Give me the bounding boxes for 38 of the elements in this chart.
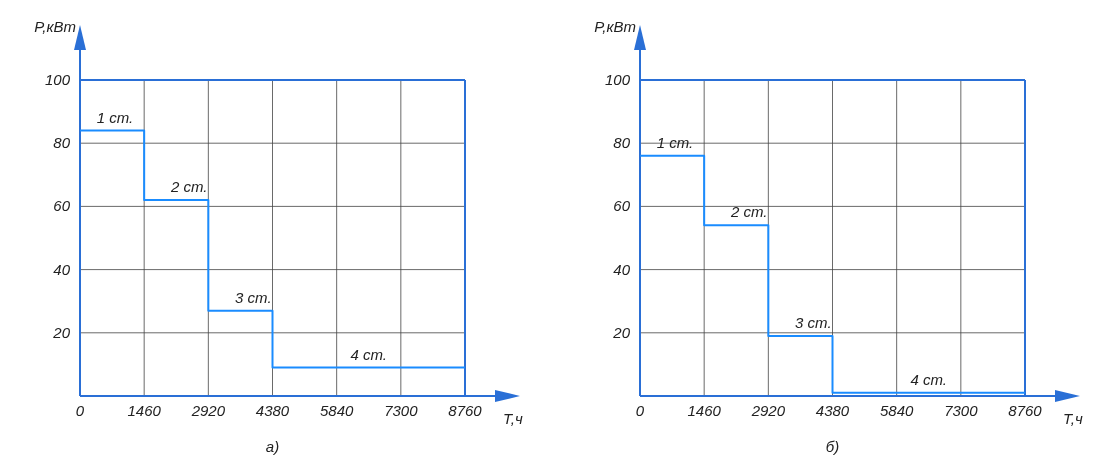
x-tick-label: 0 (75, 402, 85, 419)
y-tick-label: 80 (613, 134, 631, 152)
y-tick-label: 20 (52, 323, 71, 341)
annotation: 3 ст. (795, 313, 832, 331)
annotation: 2 ст. (729, 203, 768, 221)
annotation: 1 ст. (656, 133, 694, 151)
text: б) (825, 438, 840, 455)
y-tick-label: 40 (53, 260, 71, 278)
annotation: 1 ст. (96, 108, 134, 126)
y-tick-label: 20 (612, 323, 631, 341)
y-tick-label: 80 (53, 134, 71, 152)
annotation: 4 ст. (910, 370, 948, 388)
annotation: 2 ст. (169, 178, 208, 196)
y-tick-label: 60 (613, 197, 631, 215)
y-tick-label: 100 (604, 71, 631, 88)
x-tick-label: 0 (635, 402, 645, 419)
x-tick-label: 4380 (255, 402, 290, 419)
x-tick-label: 8760 (1008, 402, 1043, 419)
y-tick-label: 40 (613, 260, 631, 278)
y-axis-title: P,кВт (34, 18, 76, 35)
y-tick-label: 100 (44, 71, 71, 88)
x-tick-label: 1460 (687, 402, 722, 419)
annotation: 4 ст. (350, 345, 388, 363)
annotation: 3 ст. (235, 288, 272, 306)
x-tick-label: 7300 (944, 402, 979, 419)
x-tick-label: 1460 (127, 402, 162, 419)
x-tick-label: 2920 (190, 402, 226, 419)
x-axis-title: T,ч (503, 410, 523, 427)
y-axis-title: P,кВт (594, 18, 636, 35)
x-tick-label: 2920 (750, 402, 786, 419)
text: а) (265, 438, 280, 455)
y-tick-label: 60 (53, 197, 71, 215)
x-tick-label: 7300 (384, 402, 419, 419)
x-tick-label: 5840 (879, 402, 915, 419)
x-axis-title: T,ч (1063, 410, 1083, 427)
x-tick-label: 8760 (448, 402, 483, 419)
x-tick-label: 5840 (319, 402, 355, 419)
x-tick-label: 4380 (815, 402, 850, 419)
